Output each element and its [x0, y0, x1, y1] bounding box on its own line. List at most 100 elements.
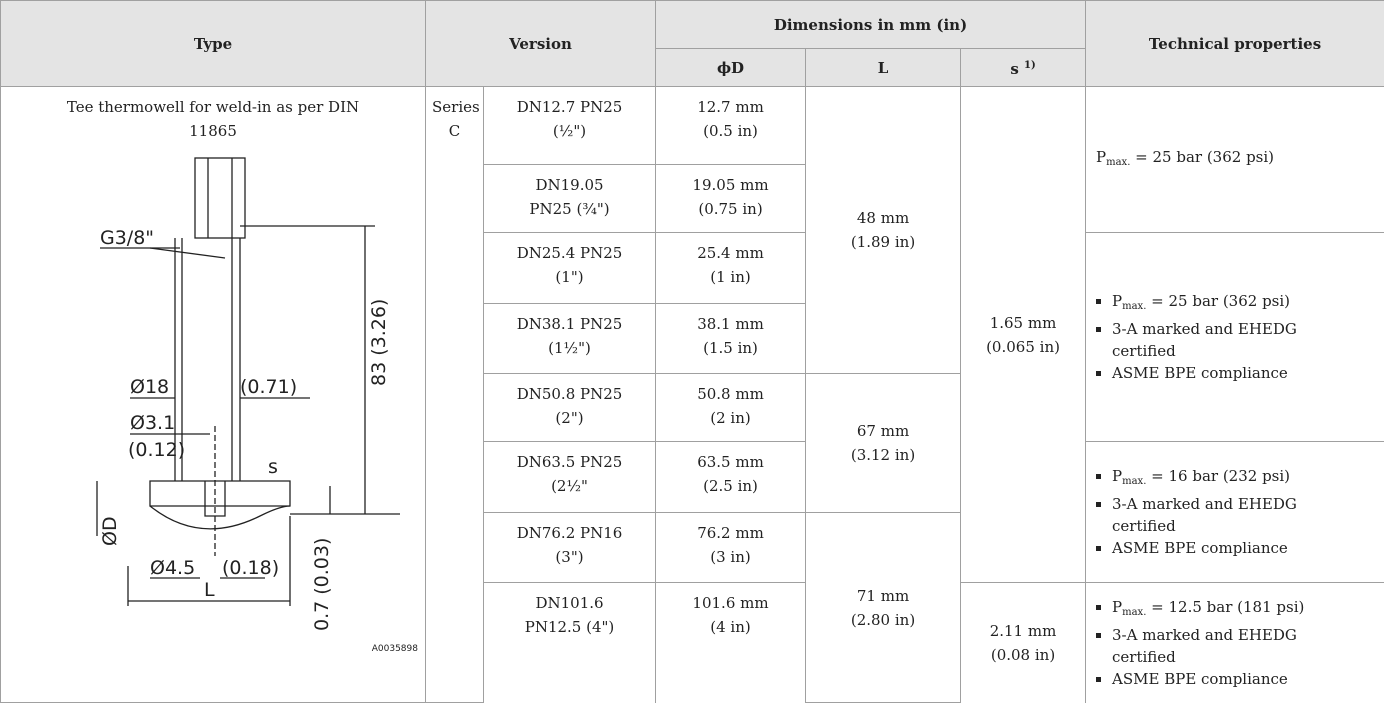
pressure: Pmax. = 16 bar (232 psi): [1112, 467, 1290, 485]
version-cell: DN38.1 PN25(1½"): [484, 304, 656, 374]
version-cell: DN76.2 PN16(3"): [484, 513, 656, 583]
part-outline: [150, 158, 290, 556]
tech-item: Pmax. = 16 bar (232 psi): [1112, 465, 1362, 493]
tech-cell: Pmax. = 25 bar (362 psi): [1086, 87, 1384, 233]
series-text: C: [432, 119, 477, 143]
symbol: P: [1096, 148, 1106, 166]
header-cell: ϕD: [656, 49, 806, 87]
diameter-text: (0.5 in): [662, 119, 799, 143]
drawing-label: 83 (3.26): [368, 299, 390, 386]
diameter-text: 63.5 mm: [662, 450, 799, 474]
subscript: max.: [1122, 476, 1146, 487]
pressure-text: = 25 bar (362 psi): [1135, 148, 1274, 166]
drawing-label: ØD: [99, 516, 121, 546]
diameter-text: 76.2 mm: [662, 521, 799, 545]
version-text: PN12.5 (4"): [490, 615, 649, 639]
version-cell: DN63.5 PN25(2½": [484, 442, 656, 513]
diameter-cell: 50.8 mm(2 in): [656, 374, 806, 442]
wall-cell: 1.65 mm(0.065 in): [961, 87, 1086, 583]
wall-text: 1.65 mm: [967, 311, 1079, 335]
length-text: (1.89 in): [812, 230, 954, 254]
wall-text: (0.08 in): [967, 643, 1079, 667]
diameter-text: (3 in): [662, 545, 799, 569]
diameter-text: (1 in): [662, 265, 799, 289]
header-cell: Technical properties: [1086, 1, 1384, 87]
drawing-label: 0.7 (0.03): [311, 538, 333, 631]
pressure: Pmax. = 25 bar (362 psi): [1112, 292, 1290, 310]
diameter-text: (4 in): [662, 615, 799, 639]
length-cell: 71 mm(2.80 in): [806, 513, 961, 703]
series-text: Series: [432, 95, 477, 119]
subscript: max.: [1106, 157, 1130, 168]
tech-item: Pmax. = 12.5 bar (181 psi): [1112, 596, 1362, 624]
diameter-cell: 38.1 mm(1.5 in): [656, 304, 806, 374]
diameter-cell: 19.05 mm(0.75 in): [656, 165, 806, 233]
version-cell: DN50.8 PN25(2"): [484, 374, 656, 442]
length-cell: 48 mm(1.89 in): [806, 87, 961, 374]
version-text: PN25 (¾"): [490, 197, 649, 221]
diameter-cell: 63.5 mm(2.5 in): [656, 442, 806, 513]
pressure: Pmax. = 25 bar (362 psi): [1096, 148, 1274, 166]
diameter-text: 38.1 mm: [662, 312, 799, 336]
header-text: s: [1010, 60, 1018, 78]
tech-item: 3-A marked and EHEDG certified: [1112, 624, 1362, 668]
diameter-text: (2 in): [662, 406, 799, 430]
wall-text: 2.11 mm: [967, 619, 1079, 643]
diameter-text: (2.5 in): [662, 474, 799, 498]
diameter-text: 19.05 mm: [662, 173, 799, 197]
diameter-cell: 76.2 mm(3 in): [656, 513, 806, 583]
drawing-label: (0.12): [128, 439, 185, 461]
pressure-text: = 12.5 bar (181 psi): [1151, 598, 1304, 616]
version-text: (2"): [490, 406, 649, 430]
header-cell: Type: [1, 1, 426, 87]
version-text: DN63.5 PN25: [490, 450, 649, 474]
diameter-text: 101.6 mm: [662, 591, 799, 615]
version-text: DN76.2 PN16: [490, 521, 649, 545]
pressure: Pmax. = 12.5 bar (181 psi): [1112, 598, 1304, 616]
drawing-code: A0035898: [372, 644, 419, 654]
version-text: (1"): [490, 265, 649, 289]
tech-list: Pmax. = 12.5 bar (181 psi) 3-A marked and…: [1096, 596, 1362, 690]
tech-list: Pmax. = 16 bar (232 psi) 3-A marked and E…: [1096, 465, 1362, 559]
length-text: 71 mm: [812, 584, 954, 608]
version-text: DN38.1 PN25: [490, 312, 649, 336]
header-cell: Version: [426, 1, 656, 87]
header-cell: Dimensions in mm (in): [656, 1, 1086, 49]
symbol: P: [1112, 598, 1122, 616]
drawing-label: (0.71): [240, 376, 297, 398]
tech-item: ASME BPE compliance: [1112, 362, 1362, 384]
version-text: DN101.6: [490, 591, 649, 615]
diameter-cell: 25.4 mm(1 in): [656, 233, 806, 304]
drawing-label: (0.18): [222, 557, 279, 579]
length-cell: 67 mm(3.12 in): [806, 374, 961, 513]
tech-item: 3-A marked and EHEDG certified: [1112, 493, 1362, 537]
diameter-text: 50.8 mm: [662, 382, 799, 406]
drawing-label: G3/8": [100, 227, 154, 249]
wall-cell: 2.11 mm(0.08 in): [961, 583, 1086, 703]
footnote: 1): [1024, 60, 1036, 71]
tech-item: ASME BPE compliance: [1112, 668, 1362, 690]
drawing-label: L: [204, 579, 215, 601]
pressure-text: = 16 bar (232 psi): [1151, 467, 1290, 485]
version-text: (3"): [490, 545, 649, 569]
length-text: (2.80 in): [812, 608, 954, 632]
version-text: DN12.7 PN25: [490, 95, 649, 119]
header-cell: L: [806, 49, 961, 87]
diameter-text: 25.4 mm: [662, 241, 799, 265]
drawing: G3/8" Ø18 (0.71) Ø3.1 (0.12) s ØD Ø4.5 (…: [0, 86, 425, 702]
diameter-text: (0.75 in): [662, 197, 799, 221]
subscript: max.: [1122, 607, 1146, 618]
length-text: 48 mm: [812, 206, 954, 230]
tech-item: ASME BPE compliance: [1112, 537, 1362, 559]
tech-cell: Pmax. = 25 bar (362 psi)3-A marked and E…: [1086, 233, 1384, 442]
tech-list: Pmax. = 25 bar (362 psi)3-A marked and E…: [1096, 290, 1362, 384]
pressure-text: = 25 bar (362 psi): [1151, 292, 1290, 310]
version-text: (½"): [490, 119, 649, 143]
tech-cell: Pmax. = 12.5 bar (181 psi) 3-A marked and…: [1086, 583, 1384, 703]
diameter-cell: 12.7 mm(0.5 in): [656, 87, 806, 165]
version-text: (1½"): [490, 336, 649, 360]
